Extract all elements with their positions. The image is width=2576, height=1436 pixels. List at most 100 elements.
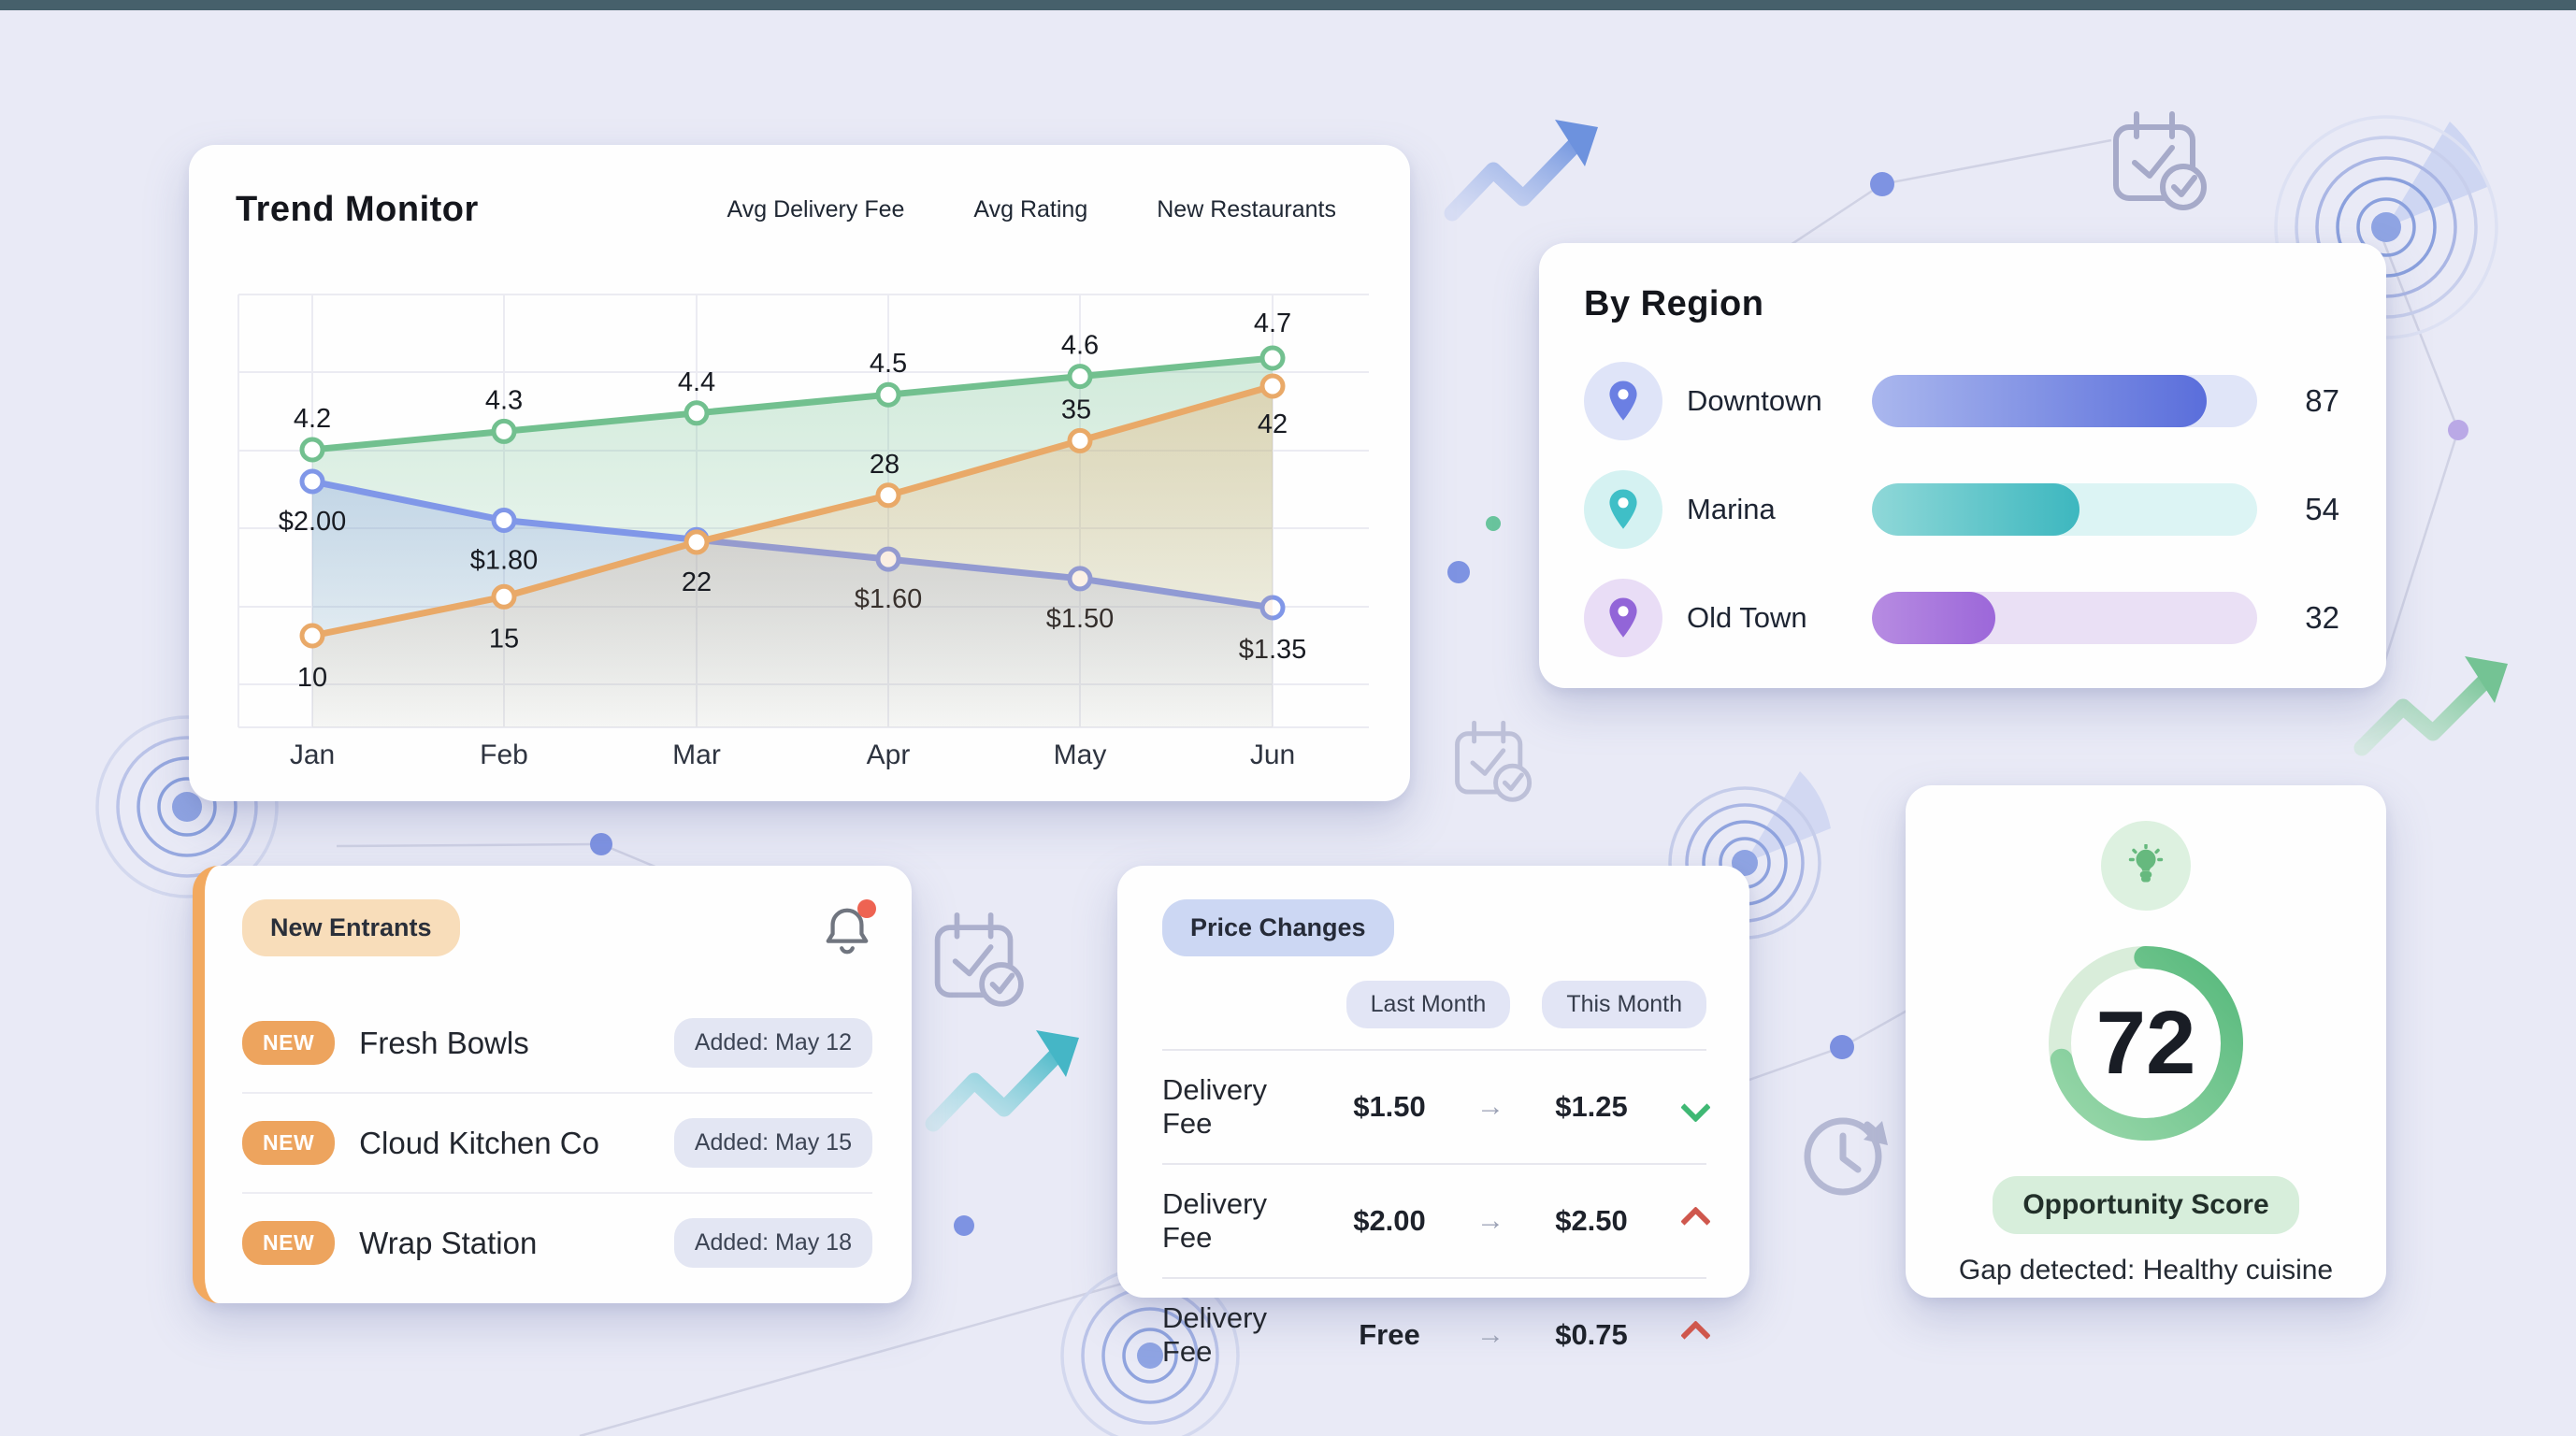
trend-chevron-icon (1680, 1205, 1711, 1237)
added-date-pill: Added: May 18 (673, 1218, 872, 1268)
region-name: Downtown (1687, 384, 1822, 417)
price-item-label: Delivery Fee (1162, 1073, 1267, 1140)
data-point (875, 381, 901, 408)
score-gauge: 72 (2037, 935, 2254, 1152)
trend-arrow-teal-icon (925, 1030, 1079, 1132)
data-point (299, 468, 325, 495)
chart-x-axis-labels: Jan Feb Mar Apr May Jun (290, 740, 1295, 770)
data-point (491, 508, 517, 533)
by-region-card: By Region Downtown 87 Marina 54 (1539, 243, 2386, 688)
trend-chevron-icon (1680, 1091, 1711, 1123)
data-point (299, 437, 325, 463)
svg-text:15: 15 (489, 624, 519, 653)
region-name: Old Town (1687, 601, 1807, 634)
opportunity-card: 72 Opportunity Score Gap detected: Healt… (1906, 785, 2386, 1298)
map-pin-icon (1584, 362, 1662, 440)
list-item[interactable]: NEW Cloud Kitchen Co Added: May 15 (242, 1094, 872, 1194)
new-badge: NEW (242, 1221, 336, 1265)
legend-chip-avg-delivery-fee[interactable]: Avg Delivery Fee (727, 196, 905, 223)
region-row-downtown: Downtown 87 (1584, 362, 2339, 440)
svg-text:Feb: Feb (480, 740, 528, 770)
lightbulb-icon (2101, 821, 2191, 911)
region-bar-track (1872, 375, 2257, 427)
legend-chip-avg-rating[interactable]: Avg Rating (973, 196, 1088, 223)
svg-text:Jun: Jun (1250, 740, 1295, 770)
svg-text:Jan: Jan (290, 740, 335, 770)
last-month-value: $2.00 (1353, 1204, 1426, 1237)
svg-text:4.3: 4.3 (485, 385, 523, 415)
data-point (875, 482, 901, 509)
region-bar-track (1872, 592, 2257, 644)
svg-text:4.5: 4.5 (870, 349, 907, 379)
calendar-check-icon (934, 912, 1024, 1007)
notification-dot (857, 899, 876, 918)
trend-line-chart: 4.24.34.44.54.64.7$2.00$1.80$1.60$1.50$1… (237, 294, 1369, 770)
trend-arrow-green-icon (2353, 656, 2508, 756)
legend-chip-new-restaurants[interactable]: New Restaurants (1157, 196, 1336, 223)
price-changes-card: Price Changes Last Month This Month Deli… (1117, 866, 1749, 1368)
new-entrants-chip: New Entrants (242, 899, 460, 956)
added-date-pill: Added: May 12 (673, 1018, 872, 1068)
region-name: Marina (1687, 493, 1776, 525)
region-bar-fill (1872, 483, 2080, 536)
svg-text:4.7: 4.7 (1254, 309, 1291, 338)
map-pin-icon (1584, 470, 1662, 549)
this-month-value: $1.25 (1555, 1090, 1628, 1123)
added-date-pill: Added: May 15 (673, 1118, 872, 1168)
trend-arrow-blue-icon (1444, 120, 1598, 222)
svg-text:4.6: 4.6 (1061, 331, 1099, 361)
radar-top-right (2274, 115, 2498, 339)
svg-text:Apr: Apr (867, 740, 911, 770)
region-bar-fill (1872, 375, 2208, 427)
list-item[interactable]: NEW Fresh Bowls Added: May 12 (242, 994, 872, 1094)
table-row: Delivery Fee $2.00 → $2.50 (1162, 1165, 1711, 1279)
data-point (491, 583, 517, 610)
new-badge: NEW (242, 1121, 336, 1165)
entrant-name: Wrap Station (359, 1225, 538, 1260)
entrant-name: Fresh Bowls (359, 1025, 529, 1060)
svg-text:4.2: 4.2 (294, 404, 331, 434)
last-month-value: Free (1359, 1318, 1420, 1351)
svg-text:22: 22 (682, 567, 712, 597)
region-row-marina: Marina 54 (1584, 470, 2339, 549)
column-last-month[interactable]: Last Month (1346, 981, 1511, 1028)
svg-text:Mar: Mar (672, 740, 721, 770)
list-item[interactable]: NEW Wrap Station Added: May 18 (242, 1194, 872, 1292)
this-month-value: $0.75 (1555, 1318, 1628, 1351)
table-row: Delivery Fee Free → $0.75 (1162, 1279, 1711, 1391)
price-changes-chip: Price Changes (1162, 899, 1394, 956)
radar-left (95, 715, 279, 898)
new-entrants-card: New Entrants NEW Fresh Bowls Added: May … (193, 866, 912, 1303)
last-month-value: $1.50 (1353, 1090, 1426, 1123)
clock-icon (1804, 1117, 1888, 1196)
calendar-check-icon (1455, 720, 1533, 802)
chart-series: 4.24.34.44.54.64.7$2.00$1.80$1.60$1.50$1… (279, 309, 1306, 727)
column-this-month[interactable]: This Month (1542, 981, 1706, 1028)
svg-text:28: 28 (870, 450, 899, 480)
svg-text:$1.80: $1.80 (470, 546, 539, 576)
table-row: Delivery Fee $1.50 → $1.25 (1162, 1051, 1711, 1165)
region-value: 32 (2305, 600, 2339, 635)
arrow-right-icon: → (1476, 1319, 1504, 1350)
svg-text:35: 35 (1061, 395, 1091, 424)
svg-text:$2.00: $2.00 (279, 507, 347, 537)
arrow-right-icon: → (1476, 1091, 1504, 1122)
region-value: 87 (2305, 383, 2339, 418)
gap-caption: Gap detected: Healthy cuisine (1958, 1255, 2334, 1285)
map-pin-icon (1584, 579, 1662, 657)
region-value: 54 (2305, 492, 2339, 526)
data-point (491, 418, 517, 444)
svg-text:4.4: 4.4 (678, 367, 715, 397)
region-row-old-town: Old Town 32 (1584, 579, 2339, 657)
svg-text:May: May (1054, 740, 1107, 770)
region-bar-fill (1872, 592, 1995, 644)
notification-bell-icon[interactable] (822, 899, 876, 962)
chart-legend: Avg Delivery Fee Avg Rating New Restaura… (702, 184, 1362, 236)
new-badge: NEW (242, 1021, 336, 1065)
trend-chevron-icon (1680, 1319, 1711, 1351)
data-point (1259, 373, 1286, 399)
arrow-right-icon: → (1476, 1205, 1504, 1236)
data-point (299, 623, 325, 649)
svg-text:10: 10 (297, 663, 327, 693)
